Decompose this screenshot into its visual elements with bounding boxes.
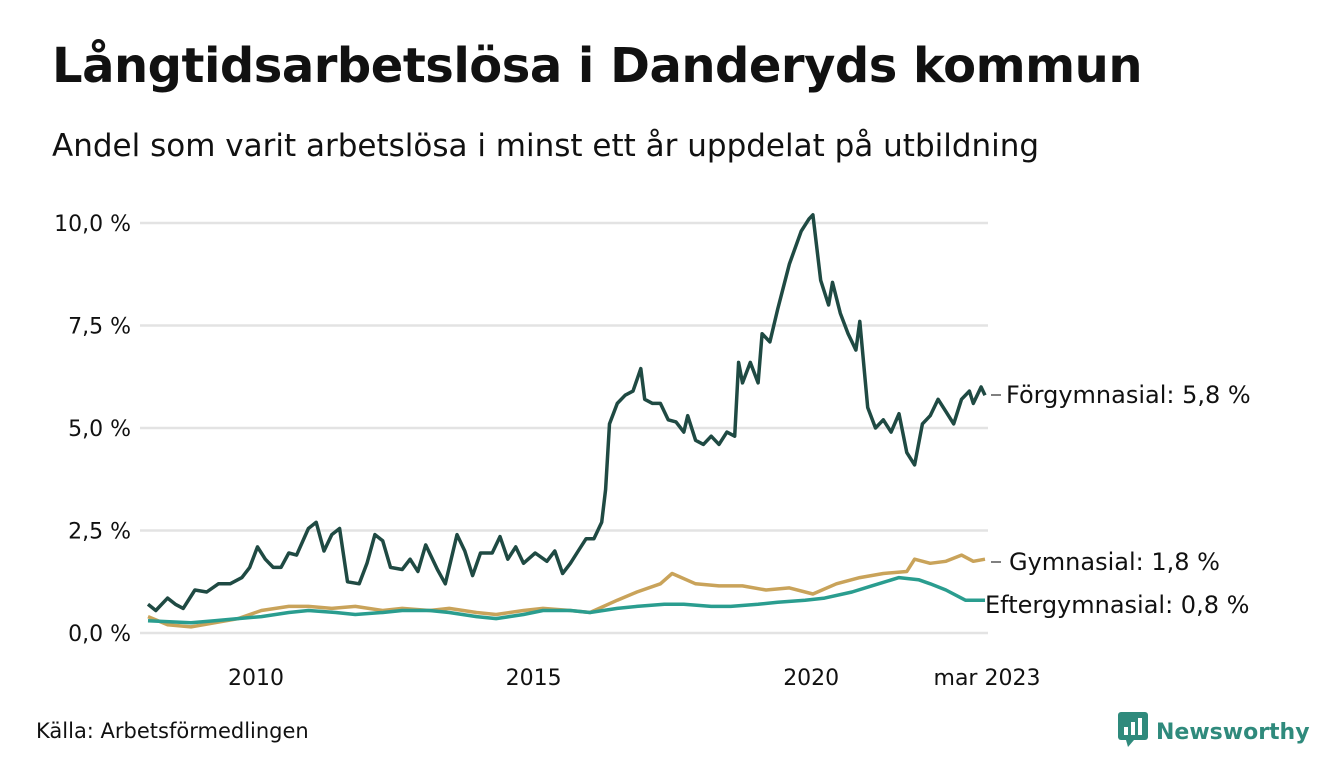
end-label-eftergymnasial: Eftergymnasial: 0,8 % xyxy=(985,591,1249,619)
end-label-förgymnasial: Förgymnasial: 5,8 % xyxy=(1006,381,1251,409)
brand-name: Newsworthy xyxy=(1156,719,1310,745)
y-tick-label: 10,0 % xyxy=(54,212,131,237)
x-tick-label: 2015 xyxy=(506,666,562,691)
y-axis-labels: 0,0 % 2,5 % 5,0 % 7,5 % 10,0 % xyxy=(54,212,131,647)
y-tick-label: 0,0 % xyxy=(68,622,131,647)
end-label-gymnasial: Gymnasial: 1,8 % xyxy=(1009,548,1220,576)
chart-subtitle: Andel som varit arbetslösa i minst ett å… xyxy=(52,128,1040,164)
y-tick-label: 2,5 % xyxy=(68,520,131,545)
series-lines xyxy=(146,213,987,629)
y-tick-label: 5,0 % xyxy=(68,417,131,442)
x-tick-label: 2020 xyxy=(783,666,839,691)
series-line-förgymnasial xyxy=(146,213,987,613)
source-note: Källa: Arbetsförmedlingen xyxy=(36,719,309,743)
series-line-eftergymnasial xyxy=(147,575,985,625)
chart-title: Långtidsarbetslösa i Danderyds kommun xyxy=(52,38,1143,94)
x-axis-labels: 2010 2015 2020 mar 2023 xyxy=(228,666,1040,691)
x-tick-label: 2010 xyxy=(228,666,284,691)
brand-logo: Newsworthy xyxy=(1118,712,1310,752)
x-tick-label: mar 2023 xyxy=(934,666,1041,691)
y-tick-label: 7,5 % xyxy=(68,315,131,340)
newsworthy-logo-icon xyxy=(1118,712,1148,752)
end-labels: Gymnasial: 1,8 % Eftergymnasial: 0,8 % För… xyxy=(985,381,1251,619)
line-chart: 0,0 % 2,5 % 5,0 % 7,5 % 10,0 % 2010 2015 2020 m… xyxy=(54,212,1251,691)
series-line-gymnasial xyxy=(147,553,986,629)
